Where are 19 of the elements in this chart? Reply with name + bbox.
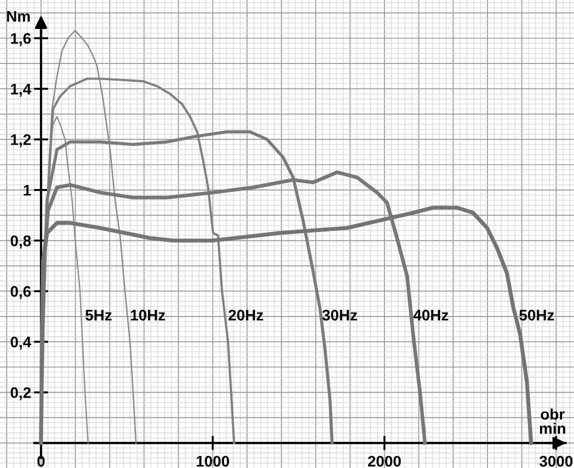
annotation: 50Hz [519,310,554,321]
y-tick-label: 1,6 [11,33,31,46]
x-tick-label: 2000 [368,456,401,467]
annotation: 10Hz [130,310,166,321]
x-tick-label: 3000 [540,456,573,467]
y-tick-label: 1,4 [11,84,32,97]
y-axis-title: Nm [7,11,30,22]
y-tick-label: 0,8 [10,235,31,248]
x-tick-label: 1000 [196,456,230,467]
y-tick-label: 1 [24,185,31,196]
x-axis-title: obr min [540,408,566,434]
y-tick-label: 1,2 [11,134,31,148]
y-tick-label: 0,4 [10,336,32,350]
y-tick-label: 0,2 [10,387,31,400]
annotation: 20Hz [228,310,264,321]
annotation: 5Hz [85,310,112,321]
y-tick-label: 0,6 [10,286,31,300]
annotation: 30Hz [322,310,358,321]
annotation: 40Hz [413,310,448,321]
